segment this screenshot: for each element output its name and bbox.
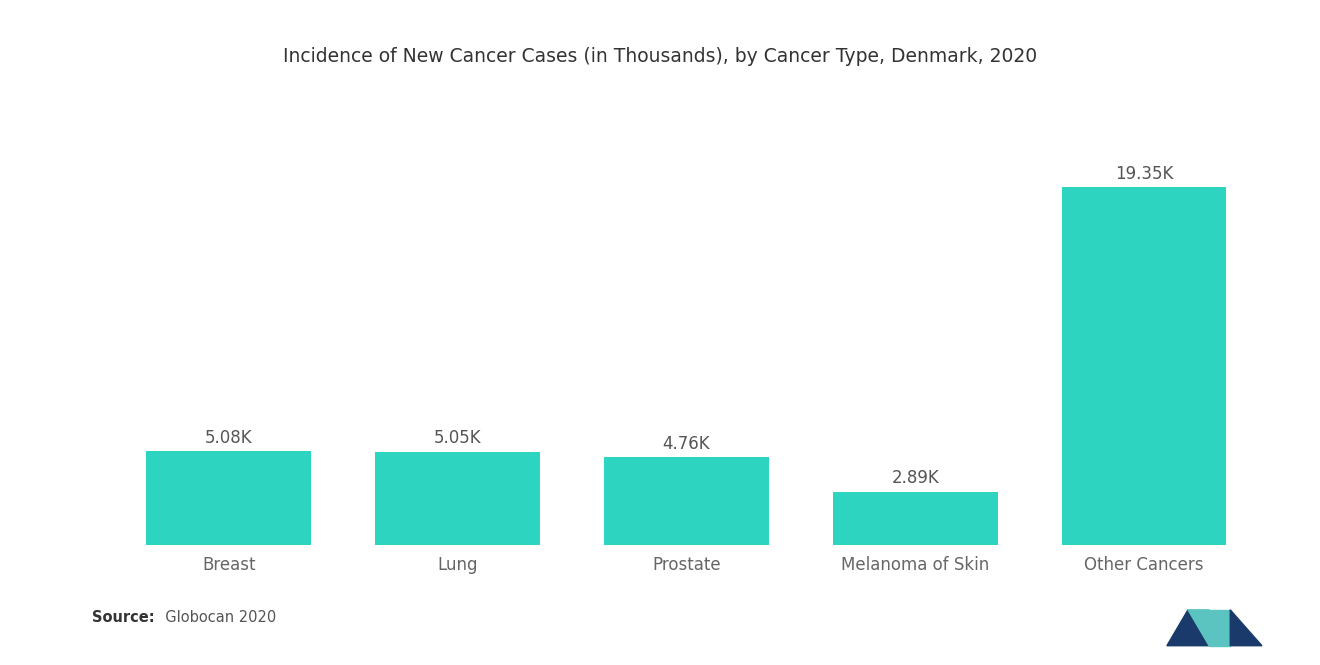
Text: 5.05K: 5.05K	[434, 429, 482, 448]
Bar	[1061, 188, 1226, 545]
Text: Incidence of New Cancer Cases (in Thousands), by Cancer Type, Denmark, 2020: Incidence of New Cancer Cases (in Thousa…	[282, 47, 1038, 66]
Polygon shape	[1209, 610, 1230, 646]
Bar	[147, 452, 312, 545]
Polygon shape	[1188, 610, 1209, 646]
Polygon shape	[1167, 610, 1209, 646]
Text: Source:: Source:	[92, 610, 154, 625]
Polygon shape	[1230, 610, 1262, 646]
Text: 4.76K: 4.76K	[663, 435, 710, 453]
Text: 2.89K: 2.89K	[891, 469, 939, 487]
Text: 19.35K: 19.35K	[1115, 165, 1173, 183]
Bar	[605, 458, 768, 545]
Bar	[833, 492, 998, 545]
Text: 5.08K: 5.08K	[205, 429, 252, 447]
Text: Globocan 2020: Globocan 2020	[156, 610, 276, 625]
Bar	[375, 452, 540, 545]
